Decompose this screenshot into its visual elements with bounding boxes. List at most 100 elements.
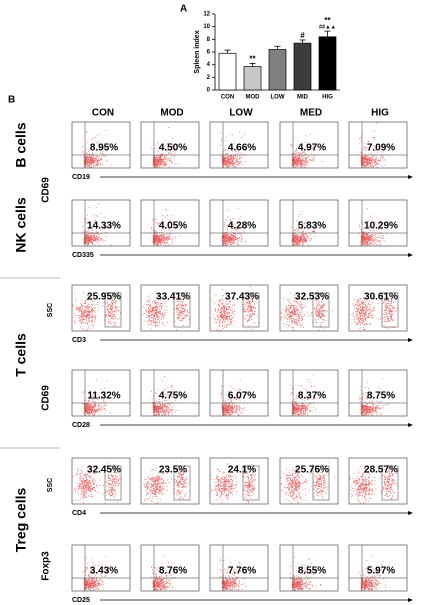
y-tick-label: 6 [207,50,211,56]
flow-plot [348,284,408,332]
percent-label: 4.97% [298,143,326,154]
flow-plot [140,121,200,169]
column-header: HIG [371,108,389,119]
x-tick-label: LOW [271,95,285,101]
y-tick-label: 2 [207,75,211,81]
percent-label: 10.29% [364,221,398,232]
column-header: LOW [229,108,253,119]
column-header: MED [300,108,322,119]
gate [104,292,122,328]
significance-label: ##▲▲ [319,25,336,31]
arrow-head [408,175,413,179]
percent-label: 4.28% [228,221,256,232]
flow-plot [209,121,269,169]
bar [318,36,337,91]
percent-label: 24.1% [228,465,256,476]
flow-dots [219,131,246,168]
gate [312,292,330,328]
flow-plot [71,121,131,169]
percent-label: 5.97% [367,566,395,577]
x-axis-label: CD335 [72,252,94,259]
arrow-head [408,511,413,515]
gate [312,465,330,501]
panel-label: A [180,4,187,15]
gate [173,465,191,501]
group-label: NK cells [13,197,29,252]
y-axis-label: CD69 [41,385,52,411]
flow-plot [279,121,339,169]
x-axis-label: CD3 [72,337,86,344]
x-tick-label: MID [297,95,309,101]
percent-label: 7.09% [367,143,395,154]
significance-label: ** [249,55,256,64]
flow-plot [71,457,131,505]
flow-plot [279,199,339,247]
arrow-head [408,253,413,257]
percent-label: 25.95% [87,292,121,303]
percent-label: 4.66% [228,143,256,154]
flow-plot [140,369,200,417]
percent-label: 8.76% [159,566,187,577]
x-tick-label: HIG [322,95,333,101]
column-header: CON [92,108,114,119]
y-tick-label: 12 [203,12,210,18]
flow-dots [72,292,122,331]
percent-label: 4.75% [159,391,187,402]
percent-label: 8.95% [90,143,118,154]
arrow-head [408,423,413,427]
percent-label: 33.41% [156,292,190,303]
flow-plot [140,457,200,505]
y-axis-title: Spleen index [194,30,201,73]
percent-label: 6.07% [228,391,256,402]
percent-label: 25.76% [295,465,329,476]
gate [173,292,191,328]
x-axis-label: CD25 [72,597,90,604]
flow-dots [142,291,191,331]
flow-dots [143,461,191,504]
flow-dots [280,292,334,331]
flow-plot [279,457,339,505]
arrow-head [408,338,413,342]
gate [104,465,122,501]
bar [243,66,262,91]
flow-plot [279,544,339,592]
flow-plot [279,369,339,417]
y-tick-label: 10 [203,24,210,30]
panel-label: B [8,95,15,106]
y-axis-label: SSC [47,478,54,492]
flow-plot [209,199,269,247]
flow-dots [82,556,108,591]
percent-label: 28.57% [364,465,398,476]
flow-dots [72,461,122,504]
bar [218,52,237,91]
flow-plot [140,284,200,332]
group-label: Treg cells [13,487,29,552]
flow-dots [349,289,399,331]
x-axis-label: CD4 [72,510,86,517]
percent-label: 8.55% [298,566,326,577]
x-tick-label: CON [221,95,234,101]
flow-dots [290,133,323,168]
percent-label: 32.53% [295,292,329,303]
y-axis-label: SSC [47,303,54,317]
percent-label: 8.75% [367,391,395,402]
y-axis-label: CD69 [41,177,52,203]
flow-dots [211,286,260,331]
flow-dots [151,555,176,591]
percent-label: 37.43% [225,292,259,303]
percent-label: 4.05% [159,221,187,232]
flow-dots [210,463,257,504]
gate [242,292,260,328]
y-tick-label: 8 [207,37,211,43]
percent-label: 23.5% [159,465,187,476]
flow-plot [71,544,131,592]
percent-label: 14.33% [87,221,121,232]
flow-dots [280,461,336,504]
percent-label: 3.43% [90,566,118,577]
flow-dots [151,375,178,416]
flow-dots [82,203,112,246]
significance-label: # [300,31,305,40]
x-tick-label: MOD [246,95,261,101]
percent-label: 4.50% [159,143,187,154]
